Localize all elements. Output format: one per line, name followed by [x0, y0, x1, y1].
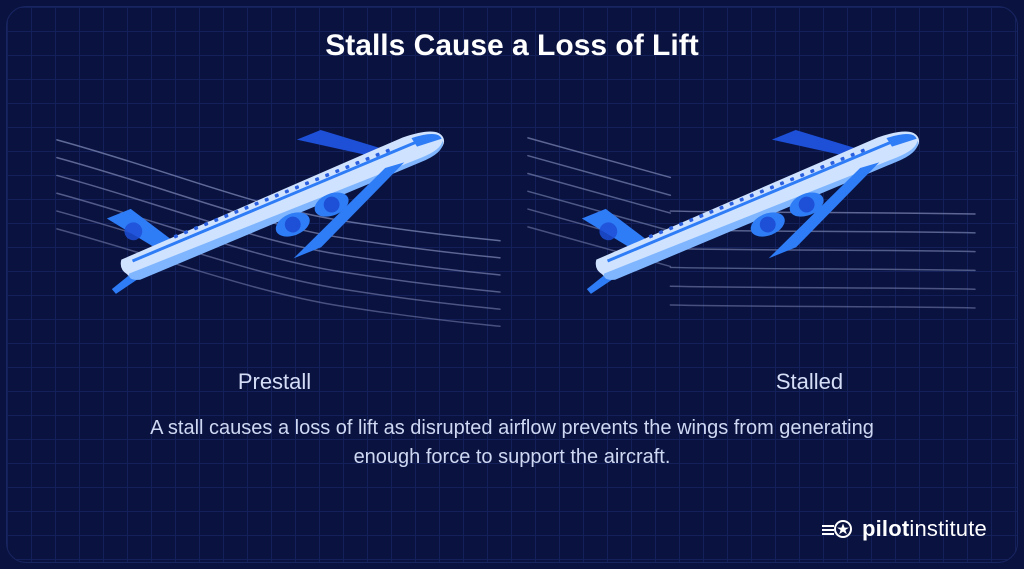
panel-label-prestall: Prestall [47, 369, 502, 395]
brand-badge: pilotinstitute [820, 516, 987, 542]
description-text: A stall causes a loss of lift as disrupt… [127, 414, 897, 472]
panel-prestall: Prestall [47, 87, 502, 347]
prestall-svg [47, 87, 502, 347]
brand-text: pilotinstitute [862, 516, 987, 542]
stalled-svg [522, 87, 977, 347]
brand-light: institute [909, 516, 987, 541]
page-title: Stalls Cause a Loss of Lift [7, 29, 1017, 63]
panel-label-stalled: Stalled [522, 369, 977, 395]
infographic-frame: Stalls Cause a Loss of Lift [6, 6, 1018, 563]
brand-bold: pilot [862, 516, 909, 541]
diagram-row: Prestall Stalled [47, 87, 977, 347]
brand-wings-icon [820, 516, 854, 542]
panel-stalled: Stalled [522, 87, 977, 347]
